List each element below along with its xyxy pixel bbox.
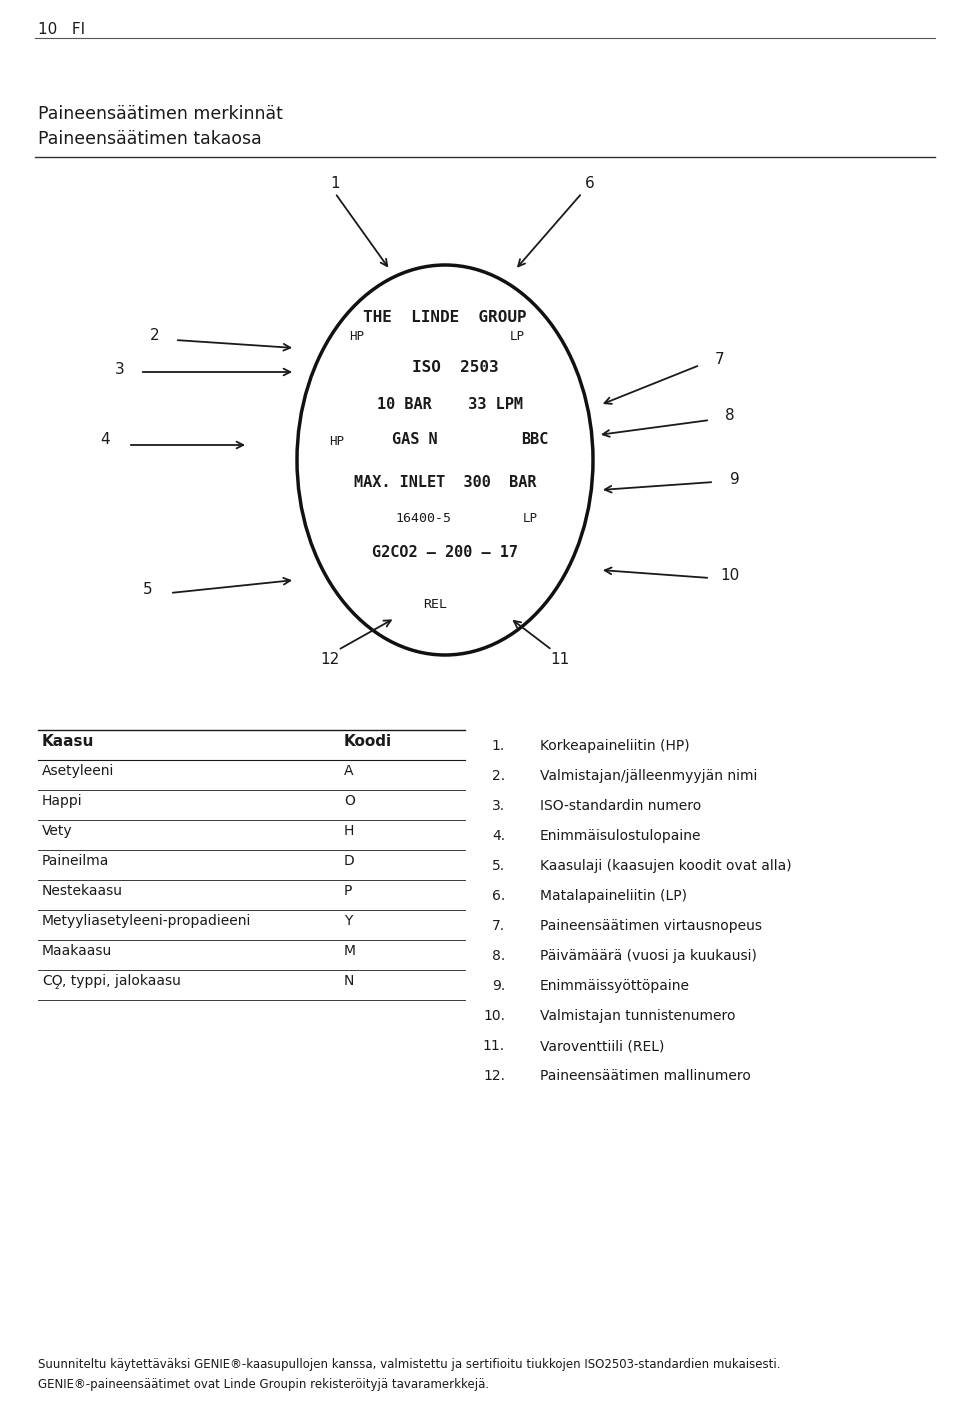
Text: 7.: 7. [492,919,505,933]
Text: Valmistajan/jälleenmyyjän nimi: Valmistajan/jälleenmyyjän nimi [540,769,757,783]
Text: BBC: BBC [521,432,549,447]
Text: Paineensäätimen takaosa: Paineensäätimen takaosa [38,130,262,148]
Text: 7: 7 [715,353,725,367]
Text: 4.: 4. [492,830,505,842]
Text: LP: LP [510,330,524,343]
Text: 4: 4 [100,433,109,447]
Text: G2CO2 – 200 – 17: G2CO2 – 200 – 17 [372,545,518,560]
Text: GAS N: GAS N [393,432,438,447]
Text: 10.: 10. [483,1009,505,1023]
Text: 6: 6 [586,175,595,190]
Text: 16400-5: 16400-5 [395,512,451,525]
Text: Kaasulaji (kaasujen koodit ovat alla): Kaasulaji (kaasujen koodit ovat alla) [540,859,792,873]
Text: O: O [344,794,355,809]
Text: REL: REL [423,598,447,611]
Text: 6.: 6. [492,889,505,903]
Text: ₂: ₂ [54,981,59,991]
Text: A: A [344,763,353,777]
Text: Suunniteltu käytettäväksi GENIE®-kaasupullojen kanssa, valmistettu ja sertifioit: Suunniteltu käytettäväksi GENIE®-kaasupu… [38,1357,780,1371]
Text: Paineensäätimen merkinnät: Paineensäätimen merkinnät [38,104,283,123]
Text: M: M [344,944,356,958]
Text: Varoventtiili (REL): Varoventtiili (REL) [540,1038,664,1053]
Text: 11: 11 [550,652,569,667]
Text: Maakaasu: Maakaasu [42,944,112,958]
Text: Nestekaasu: Nestekaasu [42,885,123,897]
Text: Korkeapaineliitin (HP): Korkeapaineliitin (HP) [540,739,689,753]
Text: 5.: 5. [492,859,505,873]
Text: 1: 1 [330,175,340,190]
Text: Asetyleeni: Asetyleeni [42,763,114,777]
Text: THE  LINDE  GROUP: THE LINDE GROUP [363,310,527,325]
Text: ISO  2503: ISO 2503 [412,360,498,375]
Text: Paineilma: Paineilma [42,854,109,868]
Text: 12: 12 [321,652,340,667]
Text: P: P [344,885,352,897]
Text: Paineensäätimen mallinumero: Paineensäätimen mallinumero [540,1070,751,1084]
Text: Y: Y [344,914,352,928]
Text: ISO-standardin numero: ISO-standardin numero [540,799,701,813]
Text: 1.: 1. [492,739,505,753]
Text: LP: LP [522,512,538,525]
Text: MAX. INLET  300  BAR: MAX. INLET 300 BAR [353,476,537,490]
Text: 8: 8 [725,408,734,422]
Text: HP: HP [329,435,345,449]
Text: Koodi: Koodi [344,734,392,749]
Text: Kaasu: Kaasu [42,734,94,749]
Text: CO: CO [42,974,62,988]
Text: 12.: 12. [483,1070,505,1084]
Text: 10   FI: 10 FI [38,23,85,37]
Text: Enimmäissyöttöpaine: Enimmäissyöttöpaine [540,979,690,993]
Text: HP: HP [349,330,365,343]
Text: Metyyliasetyleeni-propadieeni: Metyyliasetyleeni-propadieeni [42,914,252,928]
Text: 3.: 3. [492,799,505,813]
Text: 5: 5 [143,583,153,597]
Text: N: N [344,974,354,988]
Text: Matalapaineliitin (LP): Matalapaineliitin (LP) [540,889,687,903]
Text: Vety: Vety [42,824,73,838]
Text: GENIE®-paineensäätimet ovat Linde Groupin rekisteröityjä tavaramerkkejä.: GENIE®-paineensäätimet ovat Linde Groupi… [38,1379,490,1391]
Text: , typpi, jalokaasu: , typpi, jalokaasu [62,974,181,988]
Text: Paineensäätimen virtausnopeus: Paineensäätimen virtausnopeus [540,919,762,933]
Text: Happi: Happi [42,794,83,809]
Text: 2.: 2. [492,769,505,783]
Text: 2: 2 [150,327,159,343]
Text: 8.: 8. [492,950,505,962]
Text: Valmistajan tunnistenumero: Valmistajan tunnistenumero [540,1009,735,1023]
Text: D: D [344,854,355,868]
Text: 11.: 11. [483,1038,505,1053]
Text: Enimmäisulostulopaine: Enimmäisulostulopaine [540,830,702,842]
Text: 9: 9 [731,473,740,487]
Text: H: H [344,824,354,838]
Text: 3: 3 [115,363,125,378]
Text: 10 BAR    33 LPM: 10 BAR 33 LPM [377,396,523,412]
Text: Päivämäärä (vuosi ja kuukausi): Päivämäärä (vuosi ja kuukausi) [540,950,756,962]
Text: 9.: 9. [492,979,505,993]
Text: 10: 10 [720,567,739,583]
